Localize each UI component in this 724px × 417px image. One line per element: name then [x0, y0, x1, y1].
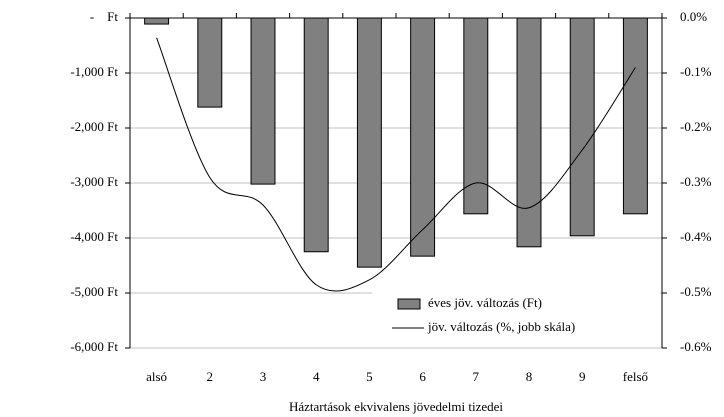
x-tick-label: 6 [419, 369, 426, 384]
x-tick-label: alsó [146, 369, 167, 384]
bar [250, 17, 276, 185]
x-tick-label: 8 [526, 369, 533, 384]
legend-box [372, 288, 660, 344]
bar [463, 17, 489, 215]
line [156, 37, 636, 292]
legend-swatch [397, 298, 421, 310]
bar [303, 17, 329, 253]
y-tick-label: -4,000 Ft [70, 229, 118, 244]
y2-tick-label: -0.2% [680, 119, 712, 134]
bar [197, 17, 223, 108]
y-tick-label: -3,000 Ft [70, 174, 118, 189]
x-tick-label: 3 [260, 369, 267, 384]
y-tick-label: -1,000 Ft [70, 64, 118, 79]
y-tick-label: -2,000 Ft [70, 119, 118, 134]
y2-tick-label: 0.0% [680, 9, 707, 24]
x-tick-label: 7 [473, 369, 480, 384]
y-tick-label: -6,000 Ft [70, 339, 118, 354]
legend-label: jöv. változás (%, jobb skála) [427, 319, 575, 334]
y-tick-label: - Ft [90, 9, 119, 24]
bar [410, 17, 436, 257]
x-tick-label: 2 [207, 369, 214, 384]
y2-tick-label: -0.1% [680, 64, 712, 79]
y2-tick-label: -0.4% [680, 229, 712, 244]
x-axis-title: Háztartások ekvivalens jövedelmi tizedei [289, 399, 503, 414]
bar [569, 17, 595, 237]
bar [516, 17, 542, 248]
x-tick-label: 9 [579, 369, 586, 384]
y2-tick-label: -0.5% [680, 284, 712, 299]
y2-tick-label: -0.3% [680, 174, 712, 189]
x-tick-label: felső [623, 369, 648, 384]
y-tick-label: -5,000 Ft [70, 284, 118, 299]
legend-label: éves jöv. változás (Ft) [428, 295, 542, 310]
x-tick-label: 4 [313, 369, 320, 384]
bar [356, 17, 382, 268]
bar [144, 17, 170, 25]
bar [622, 17, 648, 215]
y2-tick-label: -0.6% [680, 339, 712, 354]
x-tick-label: 5 [366, 369, 373, 384]
